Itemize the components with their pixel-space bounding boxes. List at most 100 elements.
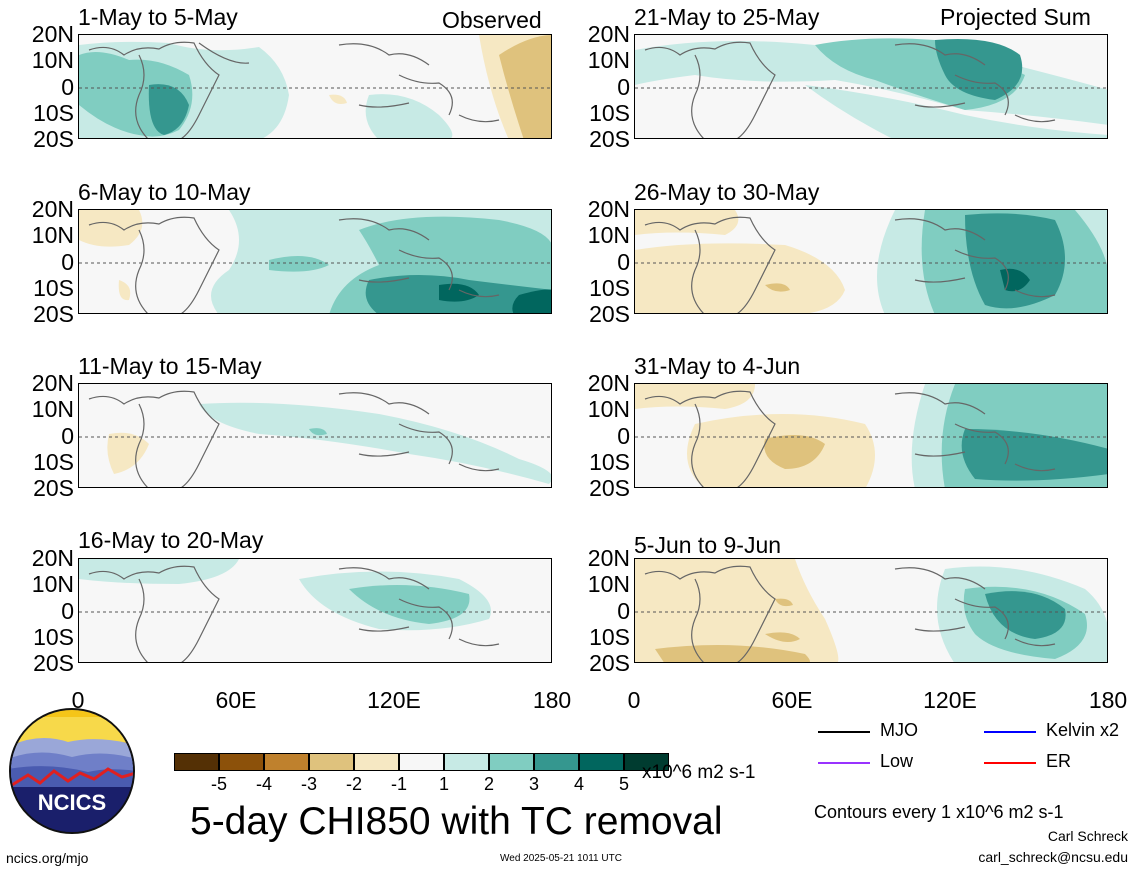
colorbar-tick-label: -4 — [255, 774, 272, 794]
colorbar-swatch — [579, 753, 624, 771]
legend-label-er: ER — [1046, 751, 1072, 771]
lat-label: 10S — [33, 275, 74, 301]
lon-label-right-0: 0 — [627, 687, 641, 713]
panel-title-6: 31-May to 4-Jun — [634, 353, 801, 379]
legend-line-low — [818, 762, 870, 764]
lat-label: 20S — [33, 650, 74, 676]
colorbar-swatch — [309, 753, 354, 771]
legend-line-kelvin — [984, 731, 1036, 733]
ncics-logo: NCICS — [8, 707, 136, 835]
lon-label-right-60e: 60E — [771, 687, 813, 713]
lat-label: 20N — [31, 196, 74, 222]
lat-label: 10N — [31, 47, 74, 73]
colorbar-tick-label: 5 — [618, 774, 629, 794]
panel-title-5: 11-May to 15-May — [78, 353, 262, 379]
lat-label: 20N — [587, 196, 630, 222]
lat-label: 20N — [31, 21, 74, 47]
panel-title-4: 26-May to 30-May — [634, 179, 820, 205]
lat-label: 0 — [61, 423, 74, 449]
lat-label: 20S — [589, 301, 630, 327]
map-panel-8 — [634, 558, 1108, 663]
lat-label: 0 — [61, 74, 74, 100]
lon-label-left-60e: 60E — [215, 687, 257, 713]
colorbar-tick-label: -1 — [390, 774, 407, 794]
map-panel-5 — [78, 383, 552, 488]
colorbar-swatch — [489, 753, 534, 771]
colorbar-swatch — [399, 753, 444, 771]
svg-text:NCICS: NCICS — [38, 790, 106, 815]
lon-label-right-120e: 120E — [923, 687, 977, 713]
lat-label: 20N — [31, 370, 74, 396]
lat-label: 0 — [617, 598, 630, 624]
lat-label: 20S — [33, 475, 74, 501]
lat-label: 20S — [589, 126, 630, 152]
legend-line-mjo — [818, 731, 870, 733]
colorbar-tick-label: 1 — [438, 774, 449, 794]
lat-label: 20N — [31, 545, 74, 571]
lat-label: 20N — [587, 370, 630, 396]
map-panel-3 — [78, 209, 552, 314]
lat-label: 20S — [33, 126, 74, 152]
lat-label: 0 — [617, 74, 630, 100]
lat-label: 20S — [589, 475, 630, 501]
legend-line-er — [984, 762, 1036, 764]
colorbar-tick-label: -3 — [300, 774, 317, 794]
panel-title-3: 6-May to 10-May — [78, 179, 251, 205]
panel-title-2: 21-May to 25-May — [634, 4, 820, 30]
lat-label: 10S — [589, 449, 630, 475]
lat-label: 0 — [61, 249, 74, 275]
lat-label: 20S — [33, 301, 74, 327]
lat-label: 20S — [589, 650, 630, 676]
colorbar-tick-label: 4 — [573, 774, 584, 794]
lat-label: 10S — [589, 275, 630, 301]
lon-label-left-0: 0 — [71, 687, 85, 713]
map-panel-2 — [634, 34, 1108, 139]
colorbar-swatch — [174, 753, 219, 771]
lat-label: 10S — [33, 449, 74, 475]
lat-label: 10S — [589, 624, 630, 650]
panel-title-8: 5-Jun to 9-Jun — [634, 532, 782, 558]
colorbar-swatch — [354, 753, 399, 771]
lat-label: 10N — [587, 222, 630, 248]
legend-label-low: Low — [880, 751, 914, 771]
colorbar-tick-label: -5 — [210, 774, 227, 794]
colorbar-swatch — [444, 753, 489, 771]
projected-sum-label: Projected Sum — [940, 4, 1091, 30]
panel-title-7: 16-May to 20-May — [78, 527, 264, 553]
legend-label-kelvin: Kelvin x2 — [1046, 720, 1120, 740]
author-name: Carl Schreck — [1047, 828, 1128, 844]
contour-note: Contours every 1 x10^6 m2 s-1 — [814, 802, 1064, 822]
colorbar-swatch — [624, 753, 669, 771]
colorbar-tick-label: -2 — [345, 774, 362, 794]
panel-title-1: 1-May to 5-May — [78, 4, 238, 30]
lon-label-left-120e: 120E — [367, 687, 421, 713]
colorbar-tick-label: 3 — [528, 774, 539, 794]
author-email: carl_schreck@ncsu.edu — [978, 849, 1128, 865]
lon-label-left-180: 180 — [532, 687, 572, 713]
map-panel-4 — [634, 209, 1108, 314]
map-panel-7 — [78, 558, 552, 663]
observed-label: Observed — [442, 7, 542, 33]
timestamp: Wed 2025-05-21 1011 UTC — [500, 853, 622, 864]
lat-label: 20N — [587, 545, 630, 571]
main-title: 5-day CHI850 with TC removal — [190, 800, 723, 843]
legend-label-mjo: MJO — [880, 720, 918, 740]
lat-label: 10S — [33, 100, 74, 126]
colorbar-swatch — [219, 753, 264, 771]
site-url[interactable]: ncics.org/mjo — [6, 850, 89, 866]
lat-label: 20N — [587, 21, 630, 47]
colorbar-swatch — [264, 753, 309, 771]
lat-label: 10N — [587, 47, 630, 73]
colorbar-units: x10^6 m2 s-1 — [642, 762, 756, 783]
colorbar-swatch — [534, 753, 579, 771]
lon-label-right-180: 180 — [1088, 687, 1128, 713]
map-panel-6 — [634, 383, 1108, 488]
lat-label: 10N — [587, 571, 630, 597]
colorbar-tick-label: 2 — [483, 774, 494, 794]
lat-label: 10N — [31, 396, 74, 422]
map-panel-1 — [78, 34, 552, 139]
lat-label: 10N — [31, 571, 74, 597]
lat-label: 10S — [33, 624, 74, 650]
lat-label: 0 — [617, 249, 630, 275]
lat-label: 0 — [617, 423, 630, 449]
